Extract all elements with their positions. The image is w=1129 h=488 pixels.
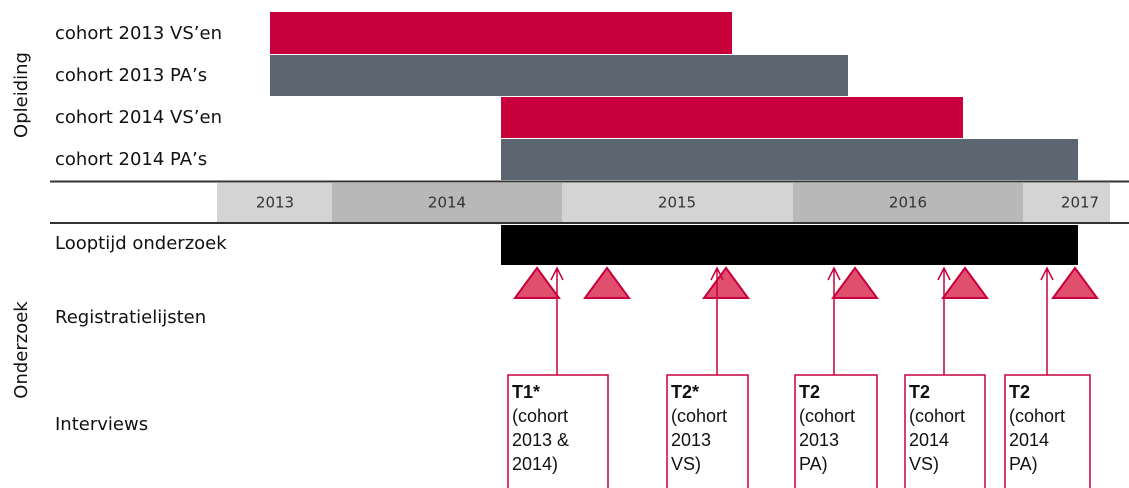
box-title: T2	[799, 382, 820, 402]
cohort-label: cohort 2014 PA’s	[55, 149, 207, 170]
box-line: (cohort	[909, 406, 965, 426]
interview-box	[1004, 374, 1091, 488]
box-line: 2013	[671, 430, 711, 450]
cohort-bar	[270, 55, 848, 96]
year-band	[332, 183, 562, 222]
interview-arrows	[507, 266, 1091, 488]
box-line: 2014	[909, 430, 949, 450]
triangle	[702, 266, 750, 299]
box-line: 2013 &	[512, 430, 569, 450]
triangle	[583, 266, 631, 299]
box-line: 2013	[799, 430, 839, 450]
box-line: (cohort	[799, 406, 855, 426]
row-label: Interviews	[55, 414, 148, 435]
row-label: Looptijd onderzoek	[55, 233, 227, 254]
interview-box	[794, 374, 878, 488]
year-band	[562, 183, 793, 222]
cohort-label: cohort 2013 PA’s	[55, 65, 207, 86]
year-band	[217, 183, 332, 222]
year-label: 2015	[658, 194, 696, 212]
interview-box	[904, 374, 986, 488]
year-label: 2013	[256, 194, 294, 212]
year-label: 2014	[428, 194, 466, 212]
box-title: T2	[1009, 382, 1030, 402]
cohort-label: cohort 2013 VS’en	[55, 23, 222, 44]
cohort-bar	[270, 12, 732, 54]
box-line: PA)	[1009, 454, 1038, 474]
arrow	[1040, 266, 1054, 375]
arrow	[550, 266, 564, 375]
year-label: 2017	[1061, 194, 1099, 212]
box-line: (cohort	[671, 406, 727, 426]
box-line: PA)	[799, 454, 828, 474]
box-line: 2014)	[512, 454, 558, 474]
arrow	[827, 266, 841, 375]
section-label: Onderzoek	[11, 301, 32, 399]
box-title: T2	[909, 382, 930, 402]
duration-bar	[501, 225, 1078, 265]
box-line: (cohort	[1009, 406, 1065, 426]
cohort-label: cohort 2014 VS’en	[55, 107, 222, 128]
registration-markers	[513, 266, 1099, 299]
triangle	[941, 266, 989, 299]
year-band	[1023, 183, 1110, 222]
triangle	[831, 266, 879, 299]
row-label: Registratielijsten	[55, 307, 206, 328]
box-title: T2*	[671, 382, 699, 402]
triangle	[513, 266, 561, 299]
box-line: VS)	[671, 454, 701, 474]
arrow	[937, 266, 951, 375]
box-line: 2014	[1009, 430, 1049, 450]
interview-box	[507, 374, 609, 488]
section-label: Opleiding	[11, 52, 32, 138]
triangle	[1051, 266, 1099, 299]
arrow	[710, 266, 724, 375]
box-line: VS)	[909, 454, 939, 474]
cohort-bar	[501, 139, 1078, 180]
cohort-bar	[501, 97, 963, 138]
year-label: 2016	[889, 194, 927, 212]
box-line: (cohort	[512, 406, 568, 426]
interview-box	[666, 374, 749, 488]
box-title: T1*	[512, 382, 540, 402]
year-band	[793, 183, 1023, 222]
